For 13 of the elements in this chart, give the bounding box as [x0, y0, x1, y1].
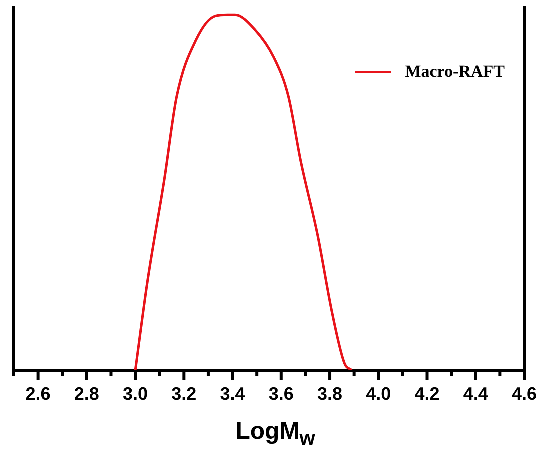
legend-label: Macro-RAFT — [405, 62, 505, 82]
x-tick-label: 4.0 — [366, 384, 392, 404]
x-tick-label: 3.8 — [318, 384, 343, 404]
x-tick-label: 3.0 — [123, 384, 148, 404]
x-tick-label: 4.2 — [414, 384, 440, 404]
x-axis-title: LogM$_{w}$ — [234, 418, 316, 451]
x-tick-label: 3.6 — [268, 384, 294, 404]
x-tick-label: 3.2 — [172, 384, 197, 404]
x-tick-label: 2.8 — [74, 384, 100, 404]
x-tick-label: 4.4 — [463, 384, 488, 404]
x-tick-label: 2.6 — [26, 384, 51, 404]
x-tick-label: 4.6 — [512, 384, 538, 404]
x-tick-label: 3.4 — [220, 384, 246, 404]
